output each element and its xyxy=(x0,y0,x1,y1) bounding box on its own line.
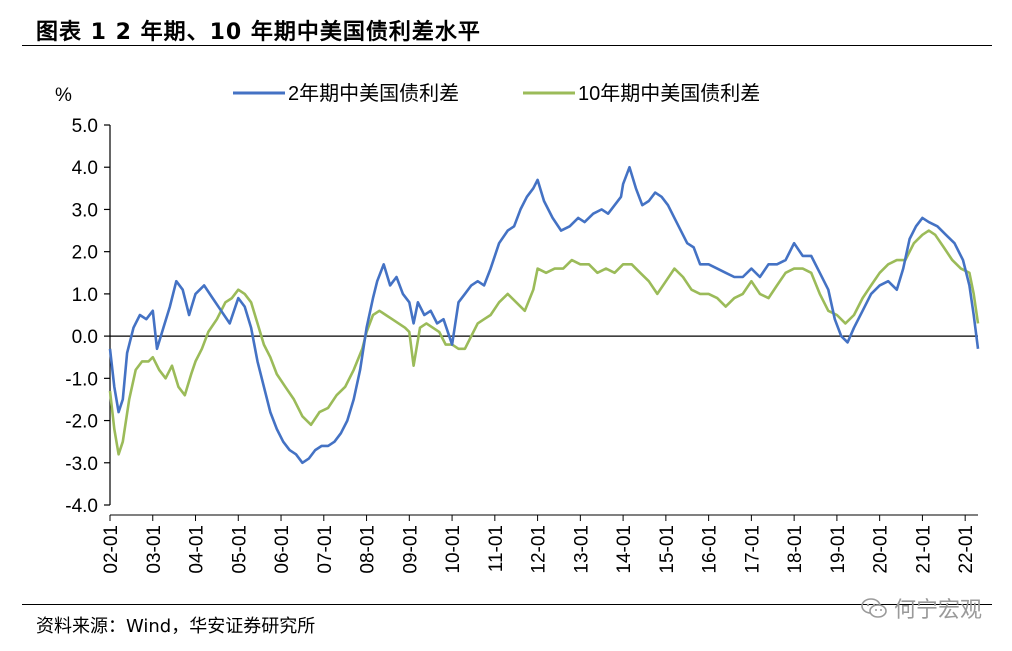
x-tick-label: 12-01 xyxy=(529,525,550,574)
series-line-2y xyxy=(108,165,980,465)
x-tick-label: 17-01 xyxy=(742,525,763,574)
y-tick-label: 0.0 xyxy=(72,327,98,348)
x-tick-label: 22-01 xyxy=(956,525,977,574)
y-tick-label: 3.0 xyxy=(72,200,98,221)
x-tick-label: 06-01 xyxy=(272,525,293,574)
y-tick-label: 5.0 xyxy=(72,116,98,137)
legend-label: 10年期中美国债利差 xyxy=(578,82,760,105)
bottom-rule xyxy=(22,604,992,605)
wechat-icon xyxy=(861,598,887,618)
x-tick-label: 11-01 xyxy=(486,525,507,572)
y-tick-label: -1.0 xyxy=(65,369,98,390)
y-tick-label: -4.0 xyxy=(65,496,98,517)
y-tick-label: 1.0 xyxy=(72,285,98,306)
series-layer xyxy=(108,165,980,465)
top-rule xyxy=(22,45,992,46)
x-tick-label: 21-01 xyxy=(913,525,934,574)
x-tick-label: 18-01 xyxy=(785,525,806,574)
legend: 2年期中美国债利差 10年期中美国债利差 xyxy=(233,82,760,105)
x-tick-label: 13-01 xyxy=(571,525,592,574)
y-tick-label: 4.0 xyxy=(72,158,98,179)
x-tick-label: 15-01 xyxy=(657,525,678,574)
legend-label: 2年期中美国债利差 xyxy=(288,82,459,105)
watermark: 何宁宏观 xyxy=(860,592,982,624)
y-tick-label: -3.0 xyxy=(65,454,98,475)
x-tick-label: 07-01 xyxy=(315,525,336,574)
x-tick-label: 09-01 xyxy=(400,525,421,574)
x-tick-label: 05-01 xyxy=(229,525,250,574)
source-note: 资料来源：Wind，华安证券研究所 xyxy=(36,616,316,637)
x-tick-label: 04-01 xyxy=(187,525,208,574)
x-tick-label: 19-01 xyxy=(828,525,849,574)
x-tick-label: 02-01 xyxy=(101,525,122,574)
x-tick-label: 03-01 xyxy=(144,525,165,574)
chart: 5.0 4.0 3.0 2.0 1.0 0.0 -1.0 -2.0 -3.0 -4.002-01 0… xyxy=(55,82,980,574)
y-tick-label: -2.0 xyxy=(65,412,98,433)
series-line-10y xyxy=(108,229,980,456)
x-tick-label: 14-01 xyxy=(614,525,635,574)
y-tick-label: 2.0 xyxy=(72,243,98,264)
x-tick-label: 08-01 xyxy=(358,525,379,574)
watermark-text: 何宁宏观 xyxy=(893,598,982,623)
x-tick-label: 20-01 xyxy=(871,525,892,574)
x-tick-label: 16-01 xyxy=(700,525,721,574)
y-axis-unit-label: % xyxy=(55,85,72,106)
axes-layer: 5.0 4.0 3.0 2.0 1.0 0.0 -1.0 -2.0 -3.0 -4.002-01 0… xyxy=(65,116,978,574)
page-title: 图表 1 2 年期、10 年期中美国债利差水平 xyxy=(36,20,481,45)
x-tick-label: 10-01 xyxy=(443,525,464,574)
